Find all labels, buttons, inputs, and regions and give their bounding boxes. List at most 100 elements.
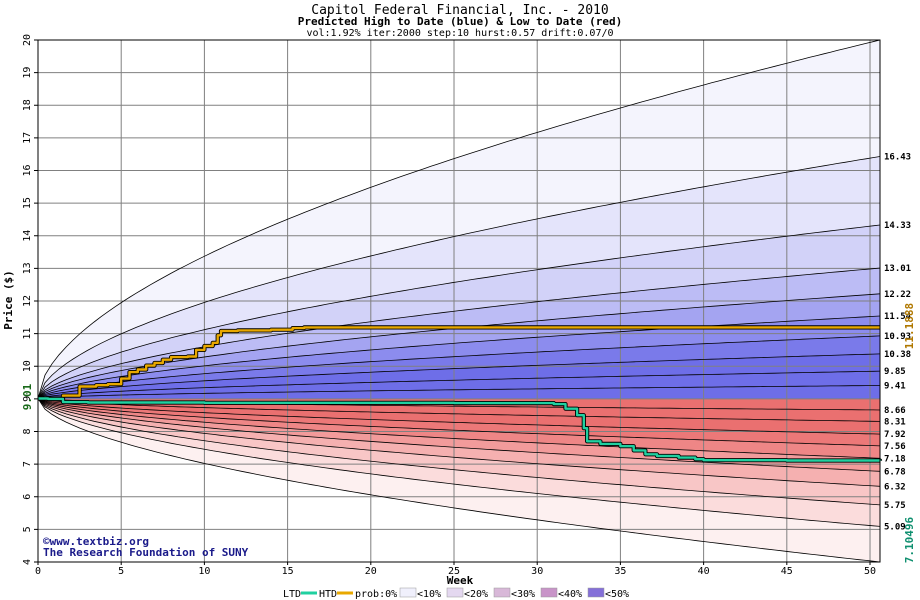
chart-title: Capitol Federal Financial, Inc. - 2010 <box>311 3 608 18</box>
legend-htd-label: HTD <box>319 589 337 600</box>
y-tick-label-17: 17 <box>22 132 33 144</box>
contour-end-label-0: 16.43 <box>884 152 911 162</box>
legend-swatch-10 <box>446 587 464 598</box>
x-axis-label: Week <box>447 574 474 587</box>
y-axis-ticks: 4 5 6 7 8 9 10 11 12 13 14 15 16 17 18 19 20 <box>22 34 38 565</box>
ltd-end-value: 7.10496 <box>903 516 916 563</box>
legend-swatch-0 <box>399 587 417 598</box>
legend: LTD HTD prob:0% <10% <20% <30% <40% <50% <box>283 587 629 600</box>
contour-end-label-6: 10.38 <box>884 350 911 360</box>
series-line-htd <box>38 326 880 400</box>
start-price-label: 9.01 <box>21 383 34 410</box>
chart-subtitle: Predicted High to Date (blue) & Low to D… <box>298 15 623 28</box>
upper-band-7 <box>38 353 880 399</box>
upper-band-0 <box>38 40 880 399</box>
x-tick-label-45: 45 <box>781 566 793 577</box>
series-lines <box>38 325 883 463</box>
legend-bin-50: <50% <box>605 589 629 600</box>
y-tick-label-14: 14 <box>22 230 33 242</box>
contour-line-10 <box>37 398 881 422</box>
x-tick-label-15: 15 <box>282 566 294 577</box>
contour-end-label-10: 8.31 <box>884 417 906 427</box>
upper-band-4 <box>38 293 880 399</box>
lower-band-7 <box>38 398 880 505</box>
credit-website: ©www.textbiz.org <box>43 535 149 548</box>
upper-band-1 <box>38 156 880 399</box>
legend-swatch-40 <box>587 587 605 598</box>
contour-line-7 <box>37 370 881 399</box>
upper-band-9 <box>38 385 880 399</box>
contour-line-16 <box>37 398 881 506</box>
contour-end-label-2: 13.01 <box>884 264 911 274</box>
y-tick-label-19: 19 <box>22 67 33 79</box>
contour-end-label-1: 14.33 <box>884 221 911 231</box>
lower-band-2 <box>38 398 880 435</box>
x-tick-label-5: 5 <box>118 566 124 577</box>
upper-band-5 <box>38 316 880 399</box>
x-tick-label-30: 30 <box>531 566 543 577</box>
contour-end-label-16: 5.75 <box>884 501 906 511</box>
lower-band-3 <box>38 398 880 446</box>
legend-prob-prefix: prob:0% <box>355 589 397 600</box>
lower-band-8 <box>38 398 880 527</box>
x-tick-label-20: 20 <box>365 566 377 577</box>
contour-end-label-7: 9.85 <box>884 367 906 377</box>
legend-ltd-label: LTD <box>283 589 301 600</box>
contour-end-labels: 16.43 14.33 13.01 12.22 11.54 10.93 10.38 9.85 9… <box>884 152 912 532</box>
contour-line-outer-upper <box>37 39 881 399</box>
legend-bin-40: <40% <box>558 589 582 600</box>
contour-end-label-12: 7.56 <box>884 442 906 452</box>
x-tick-label-50: 50 <box>864 566 876 577</box>
contour-end-label-9: 8.66 <box>884 406 906 416</box>
upper-band-6 <box>38 335 880 399</box>
contour-line-5 <box>37 335 881 399</box>
contour-end-label-5: 10.93 <box>884 332 911 342</box>
y-tick-label-5: 5 <box>22 526 33 532</box>
credit-organization: The Research Foundation of SUNY <box>43 546 249 559</box>
contour-line-15 <box>37 398 881 487</box>
y-tick-label-6: 6 <box>22 494 33 500</box>
contour-line-11 <box>37 398 881 435</box>
contour-line-8 <box>37 385 881 399</box>
contour-line-14 <box>37 398 881 472</box>
y-tick-label-4: 4 <box>22 559 33 565</box>
contour-end-label-3: 12.22 <box>884 290 911 300</box>
contour-line-12 <box>37 398 881 447</box>
contour-end-label-17: 5.09 <box>884 522 906 532</box>
y-tick-label-16: 16 <box>22 164 33 176</box>
contour-end-label-11: 7.92 <box>884 430 906 440</box>
y-tick-label-11: 11 <box>22 328 33 340</box>
y-axis-label: Price ($) <box>2 270 15 330</box>
y-tick-label-18: 18 <box>22 99 33 111</box>
contour-end-label-13: 7.18 <box>884 454 906 464</box>
legend-swatch-20 <box>493 587 511 598</box>
contour-line-2 <box>37 267 881 399</box>
htd-end-value: 11.1888 <box>903 303 916 349</box>
upper-band-8 <box>38 371 880 399</box>
y-tick-label-15: 15 <box>22 197 33 209</box>
lower-band-5 <box>38 398 880 472</box>
contour-line-outer-lower <box>37 398 881 563</box>
x-axis-ticks: 0 5 10 15 20 25 30 35 40 45 50 <box>35 562 876 577</box>
x-tick-label-35: 35 <box>614 566 626 577</box>
contour-line-1 <box>37 224 881 399</box>
x-tick-label-40: 40 <box>698 566 710 577</box>
legend-swatch-30 <box>540 587 558 598</box>
contour-line-13 <box>37 398 881 459</box>
x-tick-label-10: 10 <box>198 566 210 577</box>
y-tick-label-10: 10 <box>22 360 33 372</box>
legend-bin-20: <20% <box>464 589 488 600</box>
series-line-ltd <box>38 397 882 462</box>
contour-end-label-4: 11.54 <box>884 312 912 322</box>
y-tick-label-20: 20 <box>22 34 33 46</box>
legend-bin-10: <10% <box>417 589 441 600</box>
contour-end-label-8: 9.41 <box>884 381 906 391</box>
contour-line-17 <box>37 398 881 527</box>
y-tick-label-8: 8 <box>22 428 33 434</box>
contour-end-label-15: 6.32 <box>884 482 906 492</box>
x-tick-label-25: 25 <box>448 566 460 577</box>
y-tick-label-13: 13 <box>22 262 33 274</box>
y-tick-label-7: 7 <box>22 461 33 467</box>
lower-band-4 <box>38 398 880 459</box>
